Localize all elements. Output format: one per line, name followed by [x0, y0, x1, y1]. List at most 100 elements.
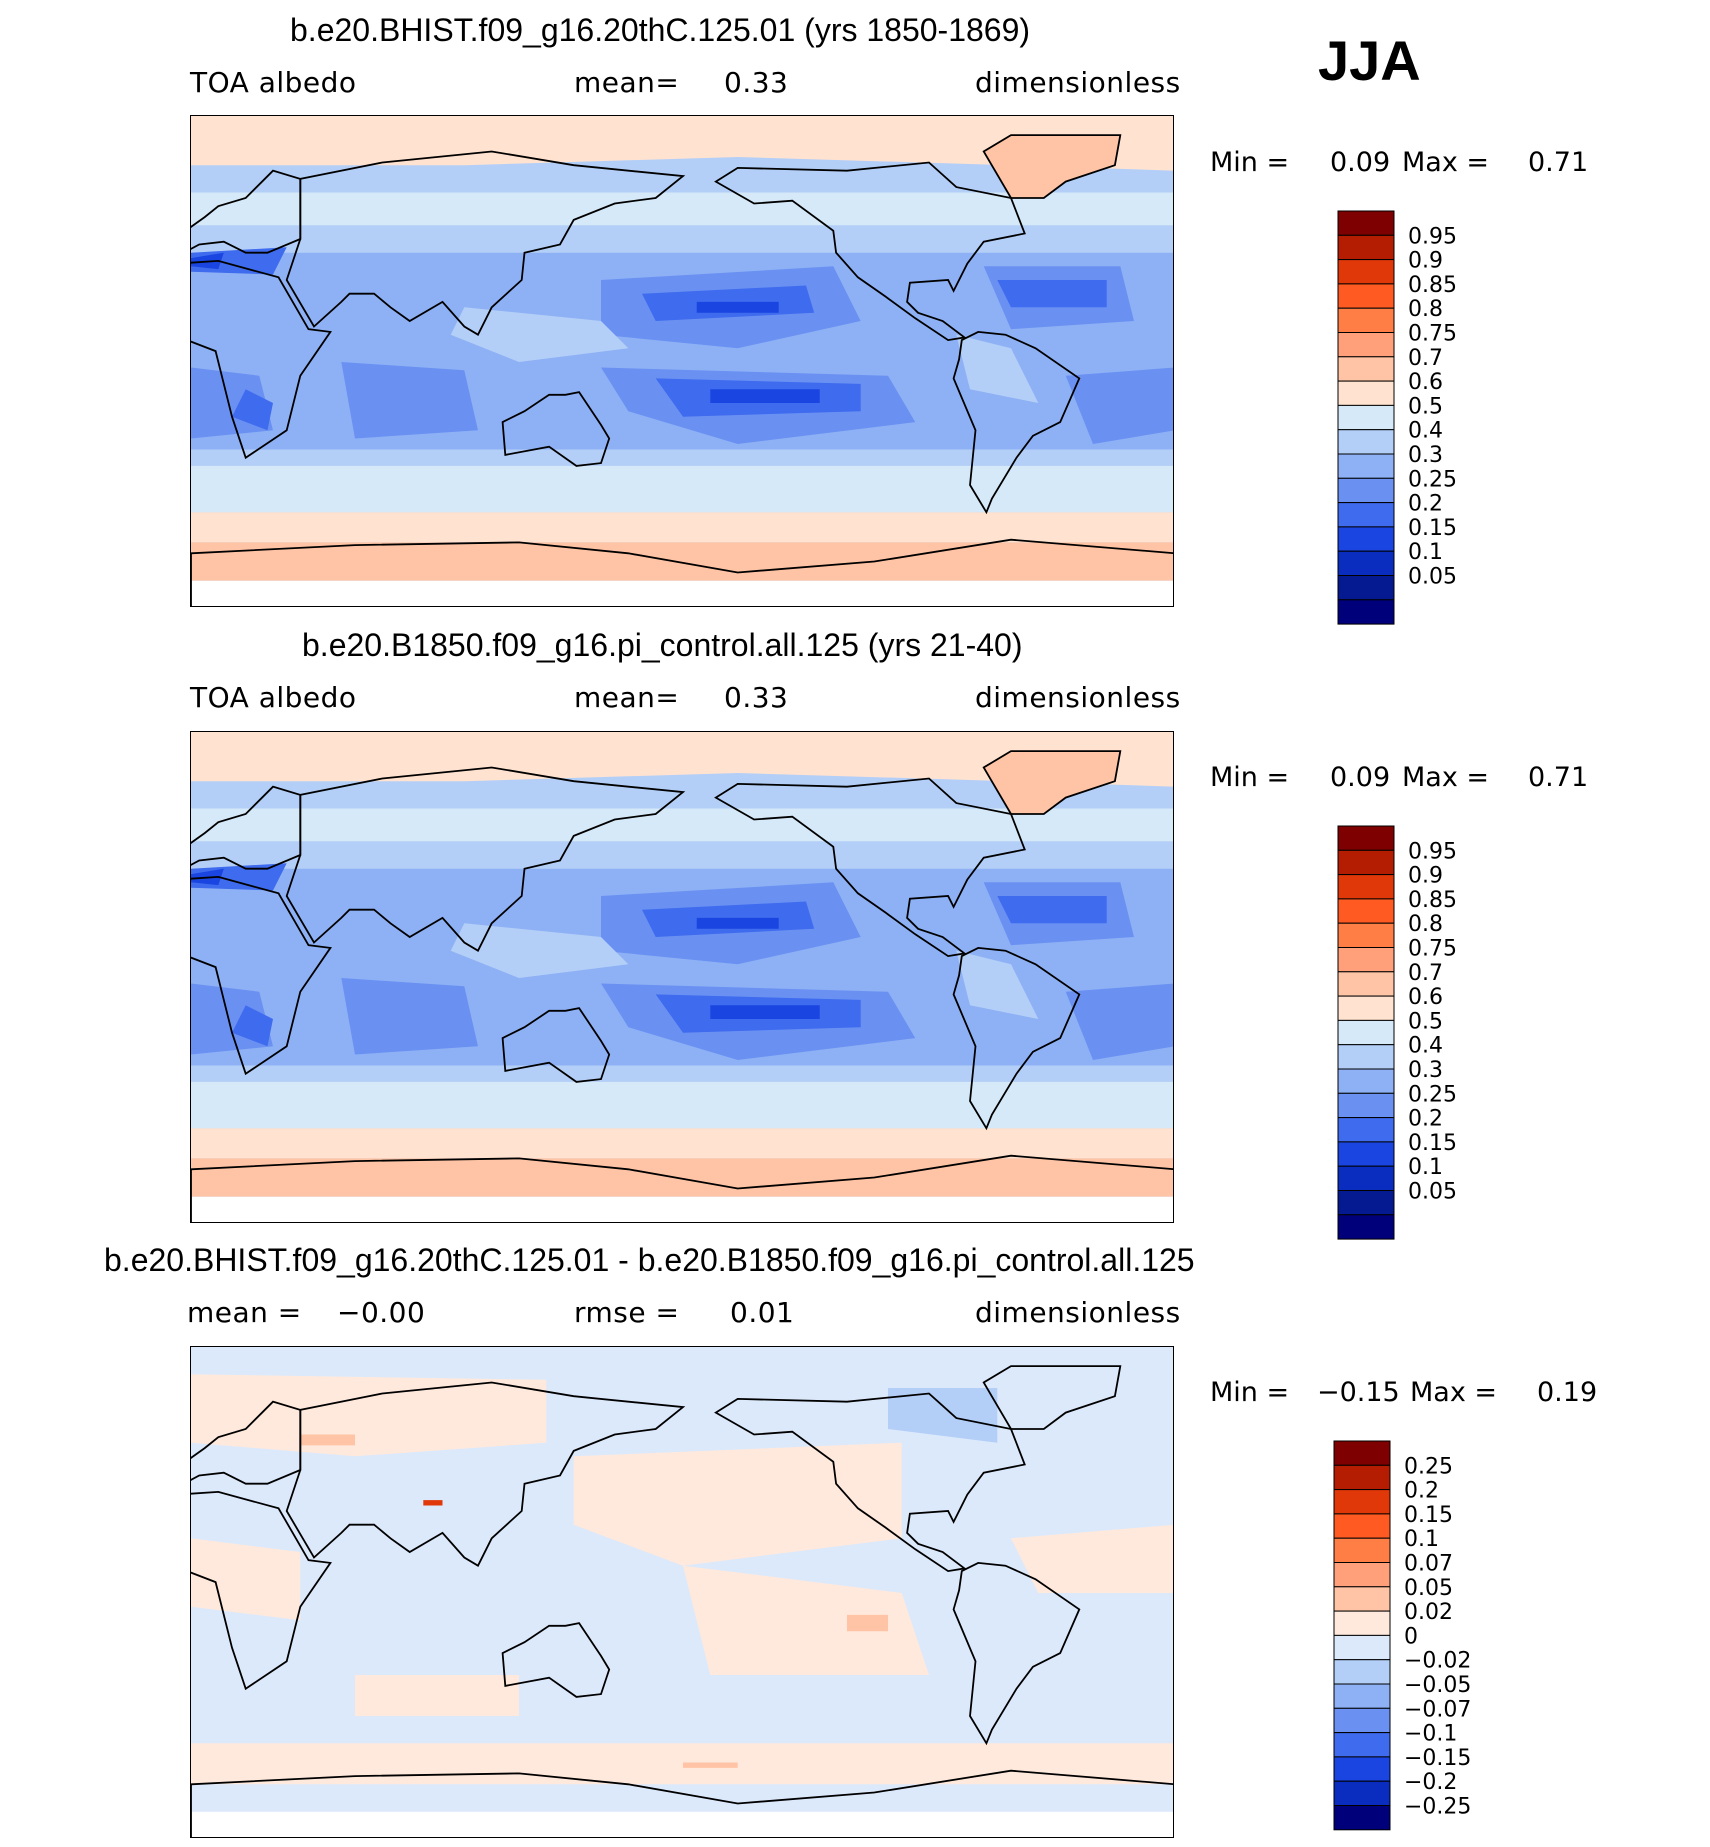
- contour-region: [1011, 1524, 1173, 1593]
- colorbar-tick-label: 0.05: [1408, 565, 1457, 590]
- contour-region: [983, 751, 1121, 814]
- coastline: [501, 391, 611, 467]
- colorbar-tick-label: −0.25: [1404, 1795, 1471, 1820]
- colorbar-tick-label: 0.7: [1408, 346, 1443, 371]
- colorbar-tick-label: 0.9: [1408, 249, 1443, 274]
- contour-region: [191, 512, 1173, 543]
- contour-region: [191, 1196, 1173, 1222]
- contour-region: [191, 1811, 1173, 1837]
- colorbar-box: [1337, 575, 1395, 601]
- colorbar-tick-label: 0.15: [1408, 1131, 1457, 1156]
- colorbar-tick-label: 0.7: [1408, 961, 1443, 986]
- colorbar-box: [1337, 404, 1395, 431]
- contour-region: [696, 917, 779, 929]
- colorbar-box: [1337, 898, 1395, 924]
- panel-1-colorbar: 0.95 0.9 0.85 0.8 0.75 0.7 0.6 0.5 0.4 0.3 0.25 0.2…: [1337, 210, 1538, 625]
- colorbar-tick-label: 0: [1404, 1624, 1418, 1649]
- coastline: [191, 538, 1173, 606]
- coastline: [501, 1007, 611, 1083]
- panel-2-map-svg: [191, 732, 1173, 1222]
- colorbar-box: [1337, 550, 1395, 577]
- contour-region: [191, 542, 1173, 581]
- coastline: [982, 134, 1122, 199]
- contour-region: [573, 1442, 902, 1566]
- colorbar-tick-label: 0.75: [1408, 322, 1457, 347]
- colorbar-box: [1337, 259, 1395, 285]
- colorbar-tick-label: 0.2: [1404, 1479, 1439, 1504]
- coastline: [952, 330, 1081, 515]
- contour-region: [450, 307, 629, 362]
- panel-2-colorbar-svg: 0.950.90.850.80.750.70.60.50.40.30.250.2…: [1337, 825, 1457, 1240]
- panel-1-min-label: Min =: [1210, 147, 1290, 178]
- contour-region: [232, 389, 273, 431]
- coastline: [191, 169, 302, 254]
- coastline: [714, 1392, 1026, 1573]
- colorbar-tick-label: 0.05: [1408, 1180, 1457, 1205]
- colorbar-tick-label: 0.4: [1408, 419, 1443, 444]
- panel-1-mean-value: 0.33: [724, 66, 789, 99]
- contour-region: [191, 1538, 301, 1621]
- contour-region: [683, 1762, 738, 1768]
- contour-region: [191, 465, 1173, 513]
- colorbar-box: [1337, 1214, 1395, 1240]
- colorbar-box: [1337, 922, 1395, 948]
- colorbar-tick-label: 0.2: [1408, 1107, 1443, 1132]
- colorbar-box: [1333, 1707, 1391, 1734]
- colorbar-tick-label: 0.1: [1408, 1155, 1443, 1180]
- colorbar-box: [1333, 1634, 1391, 1661]
- panel-2-title: b.e20.B1850.f09_g16.pi_control.all.125 (…: [302, 627, 1023, 663]
- contour-region: [191, 192, 1173, 226]
- colorbar-box: [1337, 1019, 1395, 1046]
- contour-region: [956, 334, 1039, 403]
- panel-3-mean-label: mean =: [187, 1296, 302, 1329]
- colorbar-box: [1337, 1165, 1395, 1192]
- coastline: [952, 946, 1081, 1131]
- colorbar-box: [1337, 1068, 1395, 1094]
- colorbar-box: [1333, 1683, 1391, 1709]
- contour-region: [997, 896, 1107, 924]
- coastline: [285, 1381, 686, 1567]
- colorbar-box: [1333, 1659, 1391, 1685]
- panel-3-mean-value: −0.00: [337, 1296, 426, 1329]
- colorbar-tick-label: 0.95: [1408, 839, 1457, 864]
- colorbar-box: [1337, 429, 1395, 455]
- colorbar-tick-label: 0.15: [1408, 516, 1457, 541]
- colorbar-box: [1337, 1044, 1395, 1070]
- contour-region: [423, 1500, 443, 1506]
- panel-3-units: dimensionless: [975, 1296, 1181, 1329]
- colorbar-tick-label: −0.1: [1404, 1722, 1457, 1747]
- panel-1-variable-label: TOA albedo: [190, 66, 357, 99]
- colorbar-tick-label: 0.8: [1408, 297, 1443, 322]
- colorbar-box: [1333, 1805, 1391, 1831]
- panel-2-colorbar: 0.95 0.9 0.85 0.8 0.75 0.7 0.6 0.5 0.4 0.3 0.25 0.2…: [1337, 825, 1538, 1240]
- coastline: [982, 1365, 1122, 1430]
- panel-3-max-value: 0.19: [1537, 1377, 1598, 1408]
- coastline: [191, 259, 332, 460]
- colorbar-tick-label: 0.8: [1408, 912, 1443, 937]
- colorbar-box: [1337, 1190, 1395, 1216]
- colorbar-tick-label: 0.15: [1404, 1503, 1453, 1528]
- colorbar-tick-label: 0.1: [1404, 1527, 1439, 1552]
- coastline: [191, 875, 332, 1076]
- contour-region: [1065, 367, 1173, 444]
- colorbar-box: [1337, 825, 1395, 851]
- panel-2-map: [190, 731, 1174, 1223]
- colorbar-box: [1337, 307, 1395, 333]
- panel-2-max-label: Max =: [1402, 762, 1490, 793]
- panel-1-map: [190, 115, 1174, 607]
- contour-region: [191, 1743, 1173, 1785]
- panel-2-units: dimensionless: [975, 681, 1181, 714]
- coastline: [714, 161, 1026, 342]
- panel-3-colorbar-svg: 0.250.20.150.10.070.050.020−0.02−0.05−0.…: [1333, 1440, 1471, 1831]
- colorbar-box: [1337, 234, 1395, 261]
- panel-3-colorbar: 0.25 0.2 0.15 0.1 0.07 0.05 0.02 0 −0.02 −0.05 −0.…: [1333, 1440, 1544, 1846]
- colorbar-box: [1337, 283, 1395, 309]
- panel-2-max-value: 0.71: [1528, 762, 1589, 793]
- colorbar-box: [1333, 1756, 1391, 1782]
- panel-1-title: b.e20.BHIST.f09_g16.20thC.125.01 (yrs 18…: [290, 12, 1031, 48]
- colorbar-tick-label: 0.2: [1408, 492, 1443, 517]
- colorbar-box: [1337, 332, 1395, 358]
- contour-region: [232, 1005, 273, 1047]
- coastline: [982, 750, 1122, 815]
